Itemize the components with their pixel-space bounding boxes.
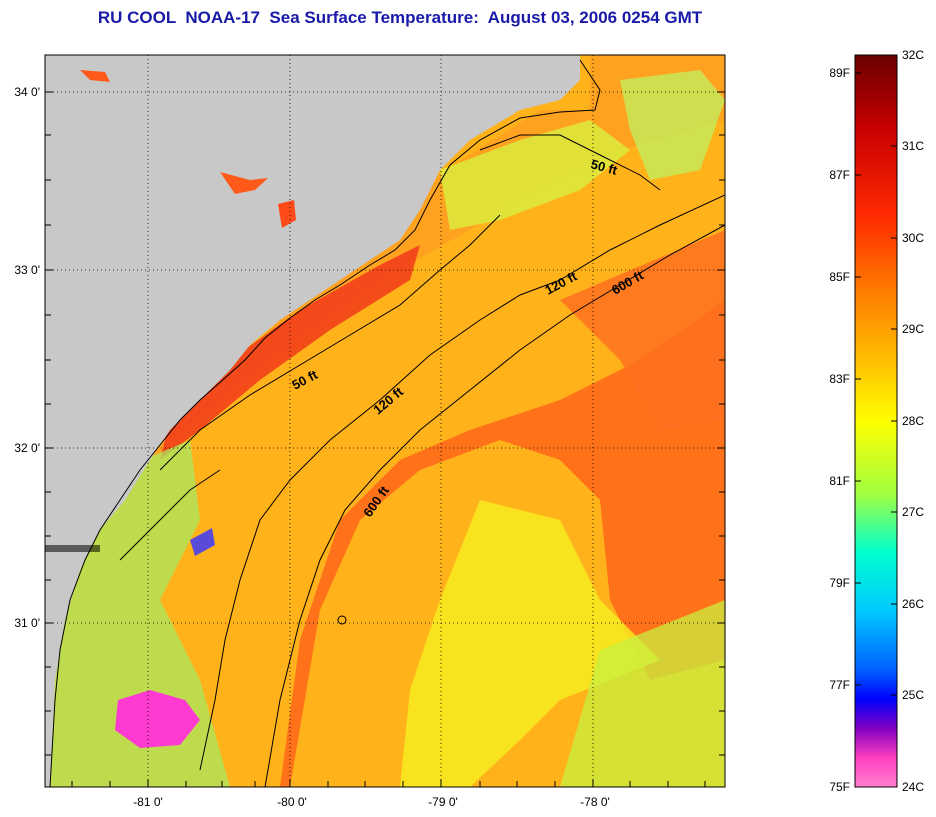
colorbar-fahrenheit-label: 87F: [829, 168, 850, 182]
colorbar-ramp: [854, 54, 898, 788]
isobath-600ft: [264, 224, 725, 787]
x-tick-label: -79 0': [428, 795, 458, 809]
y-tick-label: 31 0': [14, 616, 40, 630]
y-tick-label: 33 0': [14, 263, 40, 277]
colorbar-fahrenheit-label: 75F: [829, 780, 850, 794]
colorbar-celsius-label: 25C: [902, 688, 924, 702]
y-tick-label: 32 0': [14, 441, 40, 455]
colorbar-fahrenheit-label: 77F: [829, 678, 850, 692]
x-tick-label: -80 0': [277, 795, 307, 809]
x-tick-label: -81 0': [133, 795, 163, 809]
colorbar-celsius-label: 30C: [902, 231, 924, 245]
colorbar-celsius-labels: 32C 31C 30C 29C 28C 27C 26C 25C 24C: [902, 48, 924, 794]
colorbar-celsius-label: 28C: [902, 414, 924, 428]
colorbar-celsius-label: 31C: [902, 139, 924, 153]
sst-hot-coastal-band: [160, 245, 420, 460]
state-border-line: [45, 545, 100, 552]
x-tick-labels: -81 0' -80 0' -79 0' -78 0': [133, 795, 610, 809]
colorbar-fahrenheit-labels: 89F 87F 85F 83F 81F 79F 77F 75F: [829, 66, 850, 794]
colorbar-fahrenheit-label: 81F: [829, 474, 850, 488]
sst-cool-inshore-north: [440, 120, 630, 230]
colorbar: 32C 31C 30C 29C 28C 27C 26C 25C 24C 89F …: [829, 48, 924, 794]
colorbar-fahrenheit-label: 85F: [829, 270, 850, 284]
contour-label-50ft-north: 50 ft: [589, 156, 619, 178]
sst-cold-patch: [115, 690, 200, 748]
inland-lake-2: [278, 200, 296, 228]
colorbar-celsius-label: 24C: [902, 780, 924, 794]
coastline: [49, 59, 601, 787]
map-title: RU COOL NOAA-17 Sea Surface Temperature:…: [97, 8, 703, 27]
y-tick-labels: 34 0' 33 0' 32 0' 31 0': [14, 85, 40, 630]
x-tick-label: -78 0': [580, 795, 610, 809]
inland-lake-3: [80, 70, 110, 82]
map-plot-area: [45, 55, 725, 787]
map-frame: [44, 54, 726, 788]
colorbar-celsius-label: 27C: [902, 505, 924, 519]
colorbar-celsius-label: 26C: [902, 597, 924, 611]
graticule: [45, 55, 725, 787]
sst-yellow-tongue: [400, 500, 660, 787]
isobath-50ft-north: [479, 134, 661, 191]
land-mass: [45, 55, 580, 787]
colorbar-fahrenheit-label: 89F: [829, 66, 850, 80]
colorbar-celsius-label: 32C: [902, 48, 924, 62]
sst-cool-southeast: [560, 600, 725, 787]
inland-lake-1: [220, 172, 268, 194]
colorbar-ticks: [855, 54, 897, 788]
colorbar-fahrenheit-label: 83F: [829, 372, 850, 386]
sst-cool-bay-north: [620, 70, 725, 180]
sst-gulf-stream-core: [280, 300, 725, 787]
isobath-50ft-south-inner: [119, 469, 221, 561]
colorbar-celsius-label: 29C: [902, 322, 924, 336]
y-tick-label: 34 0': [14, 85, 40, 99]
sst-eastern-warm-band: [560, 230, 725, 430]
station-marker: [337, 615, 347, 625]
sst-small-cold-patch: [190, 528, 215, 556]
colorbar-fahrenheit-label: 79F: [829, 576, 850, 590]
frame-ticks: [45, 91, 725, 787]
isobath-50ft-south: [159, 214, 501, 471]
